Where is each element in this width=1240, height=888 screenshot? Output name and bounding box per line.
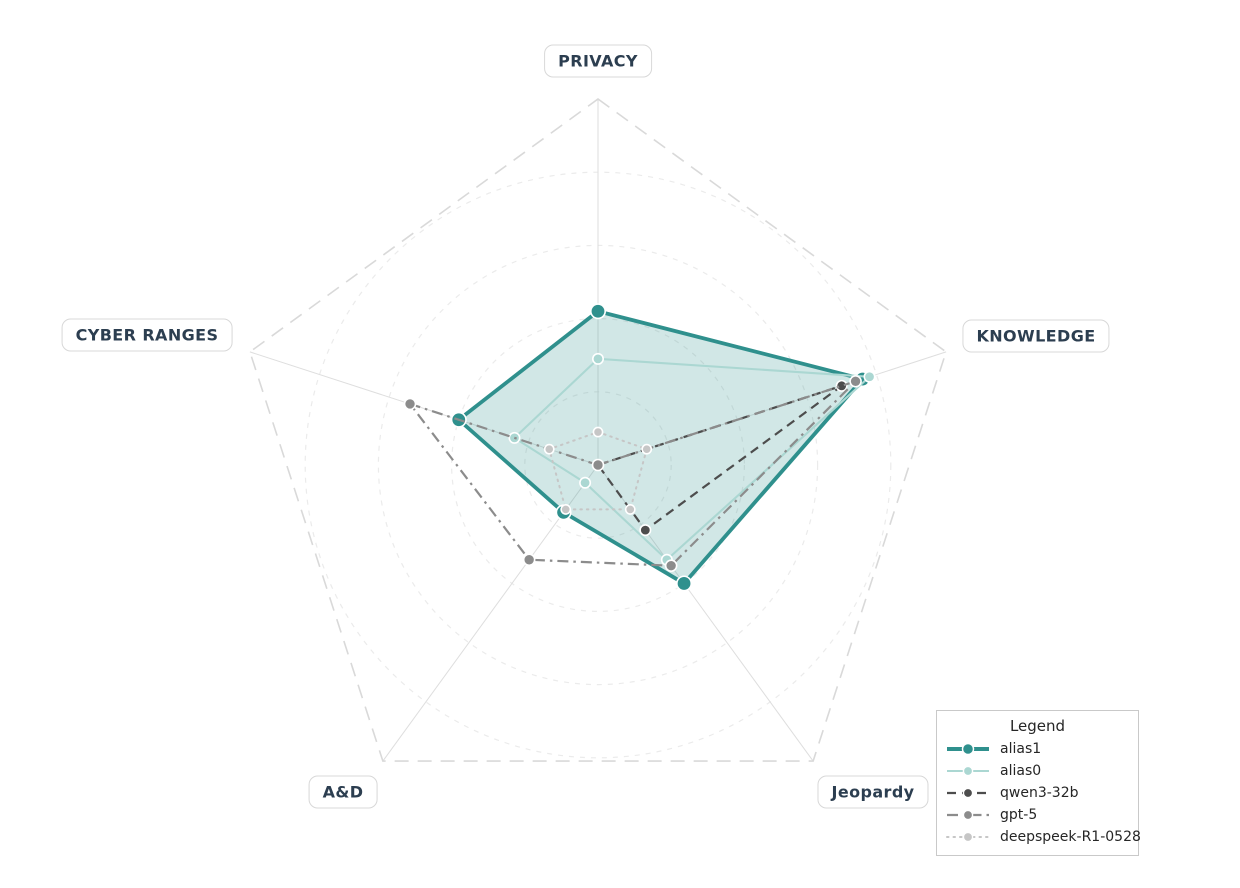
series-alias0-marker bbox=[591, 352, 604, 365]
series-gpt-5 bbox=[403, 375, 862, 572]
series-alias0-marker bbox=[863, 370, 876, 383]
series-deepspeek-R1-0528-marker bbox=[641, 443, 653, 455]
series-alias1-marker bbox=[676, 575, 693, 592]
legend-label: gpt-5 bbox=[1000, 807, 1038, 823]
axis-spoke bbox=[597, 464, 814, 762]
series-alias1-fill bbox=[458, 311, 863, 584]
legend-title: Legend bbox=[1009, 717, 1066, 735]
axis-label-cyber-ranges: CYBER RANGES bbox=[61, 318, 233, 352]
legend-item-alias0: alias0 bbox=[937, 760, 1138, 782]
series-alias0 bbox=[508, 352, 876, 566]
series-qwen3-32b-marker bbox=[835, 379, 848, 392]
series-deepspeek-R1-0528-marker bbox=[543, 443, 555, 455]
series-gpt-5-line bbox=[408, 380, 857, 567]
legend-swatch-solid bbox=[947, 742, 989, 756]
legend-label: qwen3-32b bbox=[1000, 785, 1079, 801]
series-qwen3-32b-marker bbox=[639, 524, 652, 537]
legend-label: deepspeek-R1-0528 bbox=[1000, 829, 1141, 845]
legend-label: alias0 bbox=[1000, 763, 1042, 779]
series-deepspeek-R1-0528 bbox=[543, 426, 653, 515]
axis-label-a-d: A&D bbox=[308, 775, 378, 809]
legend-item-deepspeek-r1-0528: deepspeek-R1-0528 bbox=[937, 826, 1141, 848]
series-alias1 bbox=[450, 303, 871, 592]
series-alias0-marker bbox=[579, 476, 592, 489]
grid-circle bbox=[451, 318, 745, 612]
legend-item-alias1: alias1 bbox=[937, 738, 1138, 760]
axis-label-privacy: PRIVACY bbox=[544, 44, 652, 78]
axis-label-knowledge: KNOWLEDGE bbox=[962, 319, 1110, 353]
legend-label: alias1 bbox=[1000, 741, 1042, 757]
series-deepspeek-R1-0528-marker bbox=[560, 504, 572, 515]
series-gpt-5-marker bbox=[403, 397, 417, 411]
legend-swatch-solid bbox=[947, 765, 989, 777]
series-alias1-line bbox=[456, 309, 865, 586]
legend-items: alias1 alias0 qwen3-32b gpt-5 deepspeek-R1-0… bbox=[937, 738, 1141, 848]
axis-spoke bbox=[249, 351, 599, 466]
series-alias0-line bbox=[513, 357, 871, 561]
series-gpt-5-marker bbox=[522, 553, 536, 567]
legend-swatch-dashed bbox=[947, 787, 989, 799]
outer-frame bbox=[248, 98, 948, 762]
series-deepspeek-R1-0528-marker bbox=[624, 504, 636, 515]
legend: Legend alias1 alias0 qwen3-32b gpt-5 deepspe… bbox=[936, 710, 1141, 856]
series-alias1-marker bbox=[589, 303, 606, 320]
legend-swatch-dashdot bbox=[947, 809, 989, 821]
axis-label-jeopardy: Jeopardy bbox=[817, 775, 929, 809]
legend-item-qwen3-32b: qwen3-32b bbox=[937, 782, 1138, 804]
series-deepspeek-R1-0528-marker bbox=[592, 426, 604, 438]
series-gpt-5-marker bbox=[664, 559, 678, 572]
series-gpt-5-marker bbox=[591, 458, 605, 472]
series-gpt-5-marker bbox=[849, 375, 862, 388]
legend-swatch-dotted bbox=[946, 831, 990, 843]
legend-item-gpt-5: gpt-5 bbox=[937, 804, 1138, 826]
